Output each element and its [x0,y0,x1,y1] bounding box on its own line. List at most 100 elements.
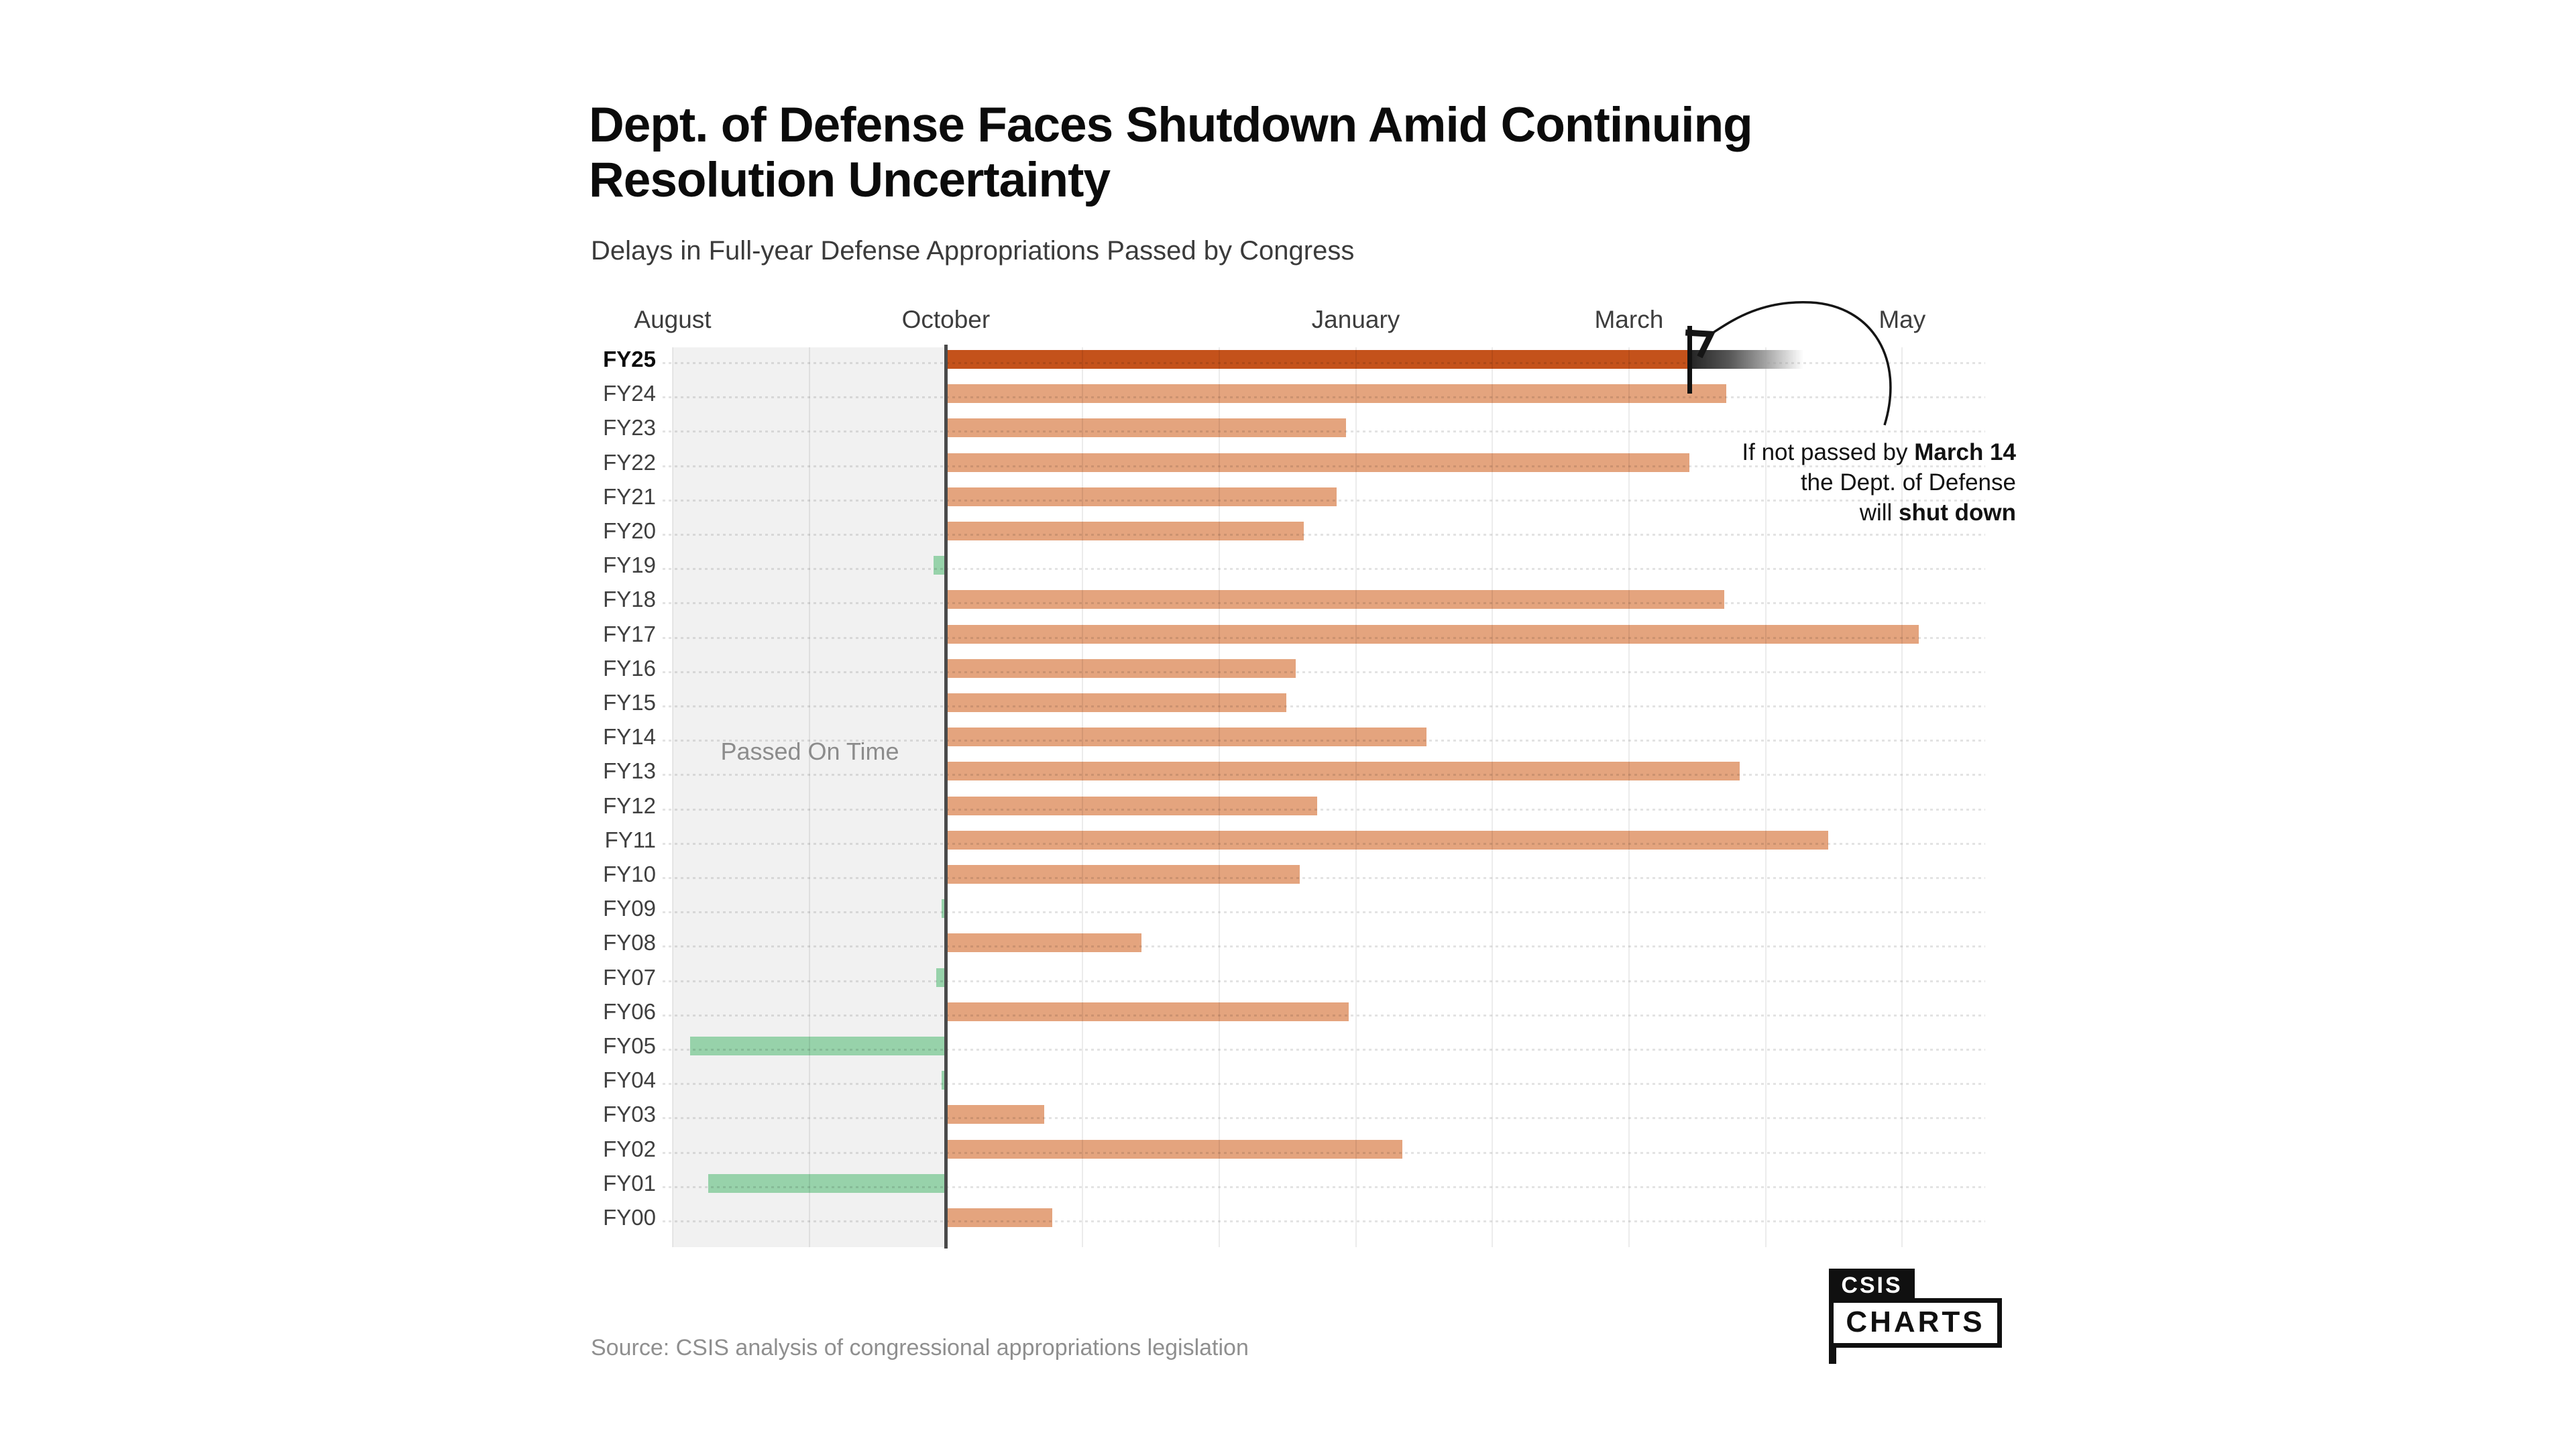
row-leader-FY05 [663,1049,1985,1051]
month-gridline [1218,347,1220,1247]
annotation-text: If not passed by [1742,439,1915,465]
row-label-FY22: FY22 [603,449,656,475]
month-gridline [1901,347,1903,1247]
row-label-FY08: FY08 [603,930,656,955]
row-leader-FY00 [663,1220,1985,1222]
bar-FY15 [948,693,1286,712]
row-leader-FY03 [663,1117,1985,1120]
annotation-shutdown: shut down [1899,500,2016,526]
bar-FY01 [708,1173,948,1193]
bar-FY16 [948,658,1296,678]
row-label-FY01: FY01 [603,1170,656,1196]
deadline-annotation-line2: the Dept. of Defense [1800,469,2016,496]
axis-label-may: May [1879,306,1926,333]
annotation-text: will [1859,500,1899,526]
month-gridline [672,347,673,1247]
row-leader-FY01 [663,1185,1985,1188]
bar-FY24 [948,384,1726,404]
month-gridline [1355,347,1357,1247]
chart-title: Dept. of Defense Faces Shutdown Amid Con… [589,98,2131,208]
row-leader-FY15 [663,705,1985,707]
annotation-arrow-icon [1650,301,1892,426]
row-leader-FY21 [663,499,1985,502]
row-label-FY13: FY13 [603,758,656,784]
row-leader-FY16 [663,671,1985,673]
bar-FY00 [948,1208,1053,1227]
month-gridline [1628,347,1630,1247]
on-time-band [673,347,948,1247]
row-label-FY16: FY16 [603,655,656,681]
bar-FY18 [948,590,1725,610]
chart-subtitle: Delays in Full-year Defense Appropriatio… [591,236,1355,266]
row-label-FY19: FY19 [603,553,656,578]
row-leader-FY04 [663,1083,1985,1086]
month-gridline [1082,347,1084,1247]
row-label-FY03: FY03 [603,1102,656,1127]
bar-FY21 [948,487,1337,506]
annotation-date: March 14 [1914,439,2016,465]
bar-FY06 [948,1002,1349,1021]
bar-FY02 [948,1139,1402,1159]
bar-FY14 [948,728,1427,747]
deadline-annotation-line3: will shut down [1610,498,2016,528]
bar-FY11 [948,830,1829,850]
month-gridline [808,347,810,1247]
row-leader-FY02 [663,1151,1985,1154]
bar-FY23 [948,418,1347,438]
row-leader-FY08 [663,945,1985,948]
row-leader-FY18 [663,602,1985,605]
row-label-FY06: FY06 [603,998,656,1024]
logo-csis-tab: CSIS [1829,1269,1915,1301]
row-label-FY17: FY17 [603,621,656,646]
row-label-FY00: FY00 [603,1205,656,1230]
row-label-FY18: FY18 [603,587,656,612]
row-leader-FY13 [663,774,1985,776]
on-time-region-label: Passed On Time [720,738,899,765]
axis-label-august: August [634,306,712,333]
axis-label-october: October [901,306,991,333]
bar-FY25 [948,350,1689,369]
chart-title-line1: Dept. of Defense Faces Shutdown Amid Con… [589,98,1753,152]
row-label-FY05: FY05 [603,1033,656,1058]
bar-FY17 [948,624,1919,644]
row-leader-FY19 [663,568,1985,571]
deadline-annotation: If not passed by March 14 the Dept. of D… [1610,437,2016,528]
axis-label-march: March [1594,306,1664,333]
logo-charts-box: CHARTS [1829,1298,2002,1348]
source-note: Source: CSIS analysis of congressional a… [591,1335,1249,1360]
row-leader-FY12 [663,808,1985,811]
row-label-FY23: FY23 [603,415,656,441]
row-label-FY10: FY10 [603,862,656,886]
row-leader-FY17 [663,636,1985,639]
axis-label-january: January [1311,306,1400,333]
row-leader-FY11 [663,842,1985,845]
row-leader-FY25 [663,362,1985,364]
deadline-tick [1687,326,1692,394]
row-leader-FY22 [663,465,1985,467]
row-leader-FY20 [663,534,1985,536]
bar-FY22 [948,453,1689,472]
bar-FY13 [948,762,1740,781]
row-leader-FY07 [663,980,1985,982]
row-label-FY07: FY07 [603,964,656,990]
october-line [944,345,948,1249]
bar-FY10 [948,865,1300,884]
row-label-FY14: FY14 [603,724,656,750]
row-leader-FY24 [663,396,1985,399]
row-label-FY24: FY24 [603,381,656,406]
row-leader-FY06 [663,1014,1985,1017]
bar-FY19 [934,556,948,575]
month-gridline [1765,347,1767,1247]
month-gridline [1492,347,1494,1247]
row-label-FY20: FY20 [603,518,656,543]
row-leader-FY14 [663,740,1985,742]
bar-FY20 [948,522,1304,540]
row-label-FY15: FY15 [603,690,656,715]
row-leader-FY09 [663,911,1985,914]
row-label-FY04: FY04 [603,1067,656,1093]
bar-FY05 [690,1037,948,1055]
chart-title-line2: Resolution Uncertainty [589,153,1111,207]
row-leader-FY23 [663,430,1985,433]
